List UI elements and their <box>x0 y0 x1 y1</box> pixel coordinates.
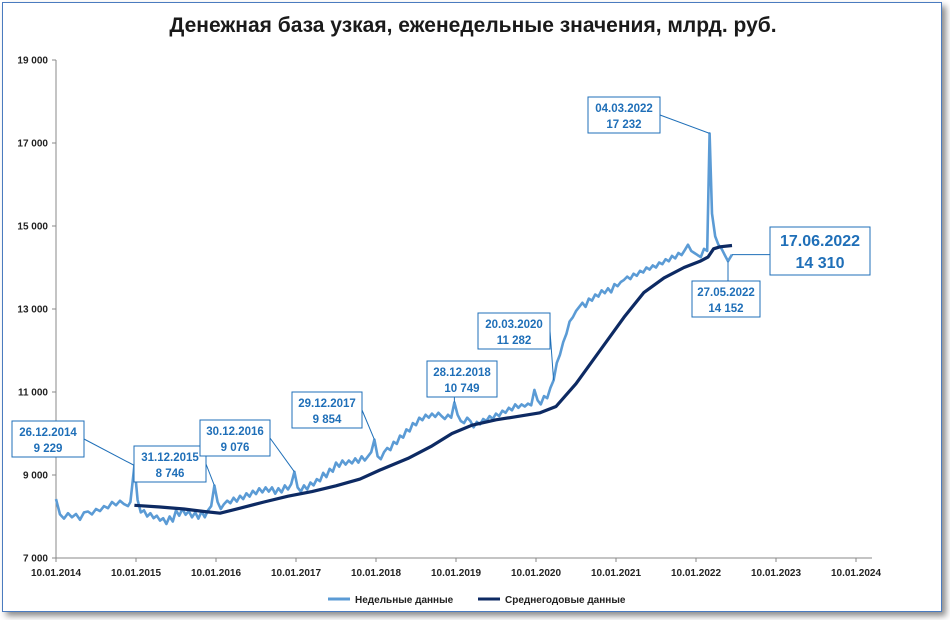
callout-box <box>426 360 498 398</box>
callout-date: 30.12.2016 <box>206 426 264 438</box>
x-tick-label: 10.01.2018 <box>351 568 401 579</box>
x-tick-label: 10.01.2024 <box>831 568 881 579</box>
callout-box <box>769 226 871 276</box>
callout-date: 17.06.2022 <box>780 233 860 250</box>
callout-value: 17 232 <box>606 119 641 131</box>
callout-box <box>691 280 761 318</box>
x-tick-label: 10.01.2020 <box>511 568 561 579</box>
x-tick-label: 10.01.2017 <box>271 568 321 579</box>
average-data-line <box>134 243 733 515</box>
callout-box <box>291 391 363 429</box>
x-tick-label: 10.01.2016 <box>191 568 241 579</box>
callout-box <box>477 312 551 350</box>
callout-value: 14 152 <box>708 303 743 315</box>
callouts: 26.12.2014 9 229 31.12.2015 8 746 30.12.2016… <box>11 96 871 486</box>
y-tick-label: 7 000 <box>23 554 48 565</box>
callout-value: 9 229 <box>34 443 63 455</box>
callout-leader <box>269 437 295 473</box>
y-tick-label: 17 000 <box>17 139 48 150</box>
legend: Недельные данные Среднегодовые данные <box>328 595 626 606</box>
chart-title: Денежная база узкая, еженедельные значен… <box>169 14 777 37</box>
y-tick-label: 15 000 <box>17 222 48 233</box>
callout-leader <box>549 330 555 381</box>
callout-box <box>11 420 85 458</box>
y-tick-label: 11 000 <box>18 388 48 399</box>
callout-leader <box>659 114 710 134</box>
series-lines <box>54 132 734 526</box>
callout-date: 04.03.2022 <box>595 103 653 115</box>
legend-average-label: Среднегодовые данные <box>505 595 626 606</box>
callout-date: 28.12.2018 <box>433 367 491 379</box>
x-tick-label: 10.01.2019 <box>431 568 481 579</box>
callout-box <box>587 96 661 134</box>
callout-date: 29.12.2017 <box>298 398 356 410</box>
x-tick-label: 10.01.2022 <box>671 568 721 579</box>
callout-date: 27.05.2022 <box>697 287 755 299</box>
callout-box <box>199 419 271 457</box>
callout-value: 8 746 <box>156 468 185 480</box>
callout-value: 14 310 <box>796 255 845 272</box>
callout-date: 20.03.2020 <box>485 319 543 331</box>
callout-box <box>133 445 207 483</box>
axes: 7 000 9 000 11 000 13 000 15 000 17 000 19 000… <box>17 56 881 580</box>
x-tick-label: 10.01.2015 <box>111 568 161 579</box>
y-tick-label: 19 000 <box>17 56 48 67</box>
callout-leader <box>361 409 375 440</box>
x-tick-label: 10.01.2014 <box>31 568 81 579</box>
callout-value: 9 854 <box>313 414 342 426</box>
callout-leader <box>205 463 215 486</box>
callout-value: 9 076 <box>221 442 250 454</box>
weekly-data-line <box>54 132 734 526</box>
x-tick-label: 10.01.2023 <box>751 568 801 579</box>
callout-date: 31.12.2015 <box>141 452 199 464</box>
callout-date: 26.12.2014 <box>19 427 77 439</box>
y-tick-label: 13 000 <box>17 305 48 316</box>
x-tick-label: 10.01.2021 <box>591 568 641 579</box>
callout-leader <box>83 438 135 466</box>
callout-value: 11 282 <box>497 335 532 347</box>
chart-frame <box>2 2 942 612</box>
y-tick-label: 9 000 <box>23 471 48 482</box>
callout-value: 10 749 <box>444 383 479 395</box>
legend-weekly-label: Недельные данные <box>355 595 454 606</box>
